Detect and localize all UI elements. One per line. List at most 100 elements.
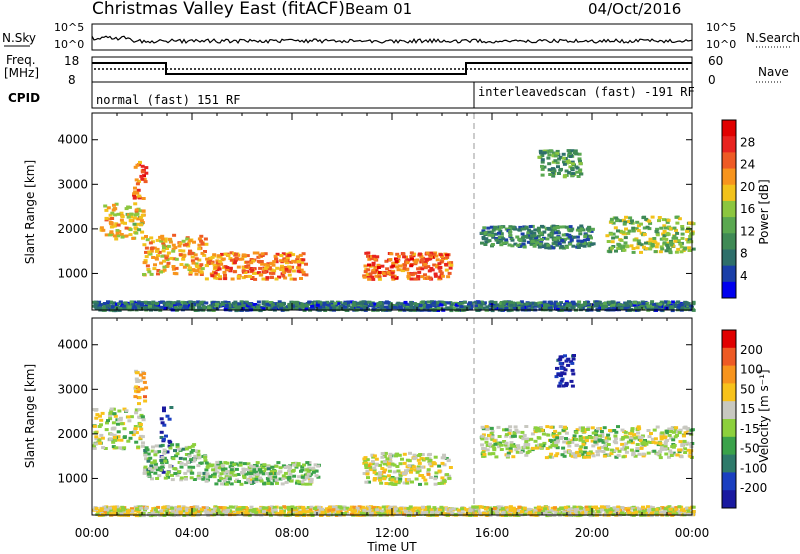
echo-cell xyxy=(124,226,129,230)
echo-cell xyxy=(427,462,432,466)
echo-cell xyxy=(679,455,684,459)
echo-cell xyxy=(157,466,162,470)
echo-cell xyxy=(275,481,279,485)
echo-cell xyxy=(544,456,549,460)
echo-cell xyxy=(140,444,145,448)
echo-cell xyxy=(655,227,660,231)
echo-cell xyxy=(138,436,143,440)
echo-cell xyxy=(333,301,338,305)
echo-cell xyxy=(506,306,511,309)
echo-cell xyxy=(594,442,599,446)
echo-cell xyxy=(441,300,446,304)
echo-cell xyxy=(130,307,134,310)
nave-axis-label: Nave xyxy=(758,65,789,79)
echo-cell xyxy=(162,448,167,452)
echo-cell xyxy=(502,440,507,443)
echo-cell xyxy=(617,303,622,306)
echo-cell xyxy=(659,226,664,230)
echo-cell xyxy=(628,432,633,436)
echo-cell xyxy=(394,454,398,458)
echo-cell xyxy=(646,306,651,310)
echo-cell xyxy=(140,213,145,217)
echo-cell xyxy=(484,240,489,244)
echo-cell xyxy=(433,274,438,278)
echo-cell xyxy=(378,471,383,475)
echo-cell xyxy=(199,239,204,243)
echo-cell xyxy=(663,444,668,448)
echo-cell xyxy=(655,242,660,246)
echo-cell xyxy=(433,508,438,512)
echo-cell xyxy=(109,432,114,436)
echo-cell xyxy=(426,453,431,457)
echo-cell xyxy=(172,233,177,237)
echo-cell xyxy=(540,224,544,228)
echo-cell xyxy=(622,248,627,252)
echo-cell xyxy=(388,456,393,459)
echo-cell xyxy=(186,469,191,473)
echo-cell xyxy=(217,466,222,470)
echo-cell xyxy=(557,157,562,161)
echo-cell xyxy=(596,427,600,431)
echo-cell xyxy=(512,306,517,310)
echo-cell xyxy=(566,363,571,367)
echo-cell xyxy=(272,260,277,264)
echo-cell xyxy=(264,512,269,516)
echo-cell xyxy=(496,443,501,447)
echo-cell xyxy=(398,305,403,309)
echo-cell xyxy=(234,467,239,471)
echo-cell xyxy=(359,307,364,311)
echo-cell xyxy=(204,479,209,483)
echo-cell xyxy=(564,437,568,440)
echo-cell xyxy=(150,509,155,513)
echo-cell xyxy=(559,373,563,377)
echo-cell xyxy=(362,472,367,475)
echo-cell xyxy=(376,472,380,476)
echo-cell xyxy=(504,227,509,231)
echo-cell xyxy=(631,450,636,454)
echo-cell xyxy=(158,300,163,304)
echo-cell xyxy=(524,304,529,308)
echo-cell xyxy=(420,465,425,469)
echo-cell xyxy=(542,151,547,155)
echo-cell xyxy=(519,451,524,454)
echo-cell xyxy=(199,301,204,304)
echo-cell xyxy=(101,446,106,450)
echo-cell xyxy=(608,250,613,254)
echo-cell xyxy=(111,426,116,430)
echo-cell xyxy=(628,216,633,220)
echo-cell xyxy=(173,305,178,309)
echo-cell xyxy=(274,260,279,264)
echo-cell xyxy=(418,474,423,477)
echo-cell xyxy=(385,267,390,271)
echo-cell xyxy=(571,162,575,166)
echo-cell xyxy=(571,244,576,248)
echo-cell xyxy=(423,262,428,266)
echo-cell xyxy=(621,246,625,250)
echo-cell xyxy=(429,464,434,468)
echo-cell xyxy=(533,506,538,510)
echo-cell xyxy=(525,451,530,455)
echo-cell xyxy=(555,161,560,165)
echo-cell xyxy=(299,268,304,272)
cpid-segment-1: normal (fast) 151 RF xyxy=(96,93,241,107)
echo-cell xyxy=(663,442,668,446)
echo-cell xyxy=(205,475,210,478)
echo-cell xyxy=(311,301,315,305)
echo-cell xyxy=(196,475,201,478)
echo-cell xyxy=(160,237,165,241)
echo-cell xyxy=(671,451,676,455)
echo-cell xyxy=(660,247,665,251)
echo-cell xyxy=(516,301,521,305)
echo-cell xyxy=(148,304,152,308)
echo-cell xyxy=(599,430,604,433)
echo-cell xyxy=(570,160,575,164)
echo-cell xyxy=(508,227,512,231)
echo-cell xyxy=(666,246,671,250)
echo-cell xyxy=(672,444,677,447)
echo-cell xyxy=(361,300,366,304)
echo-cell xyxy=(258,309,263,313)
echo-cell xyxy=(568,242,573,246)
echo-cell xyxy=(526,443,531,446)
echo-cell xyxy=(530,432,535,436)
echo-cell xyxy=(266,482,271,485)
